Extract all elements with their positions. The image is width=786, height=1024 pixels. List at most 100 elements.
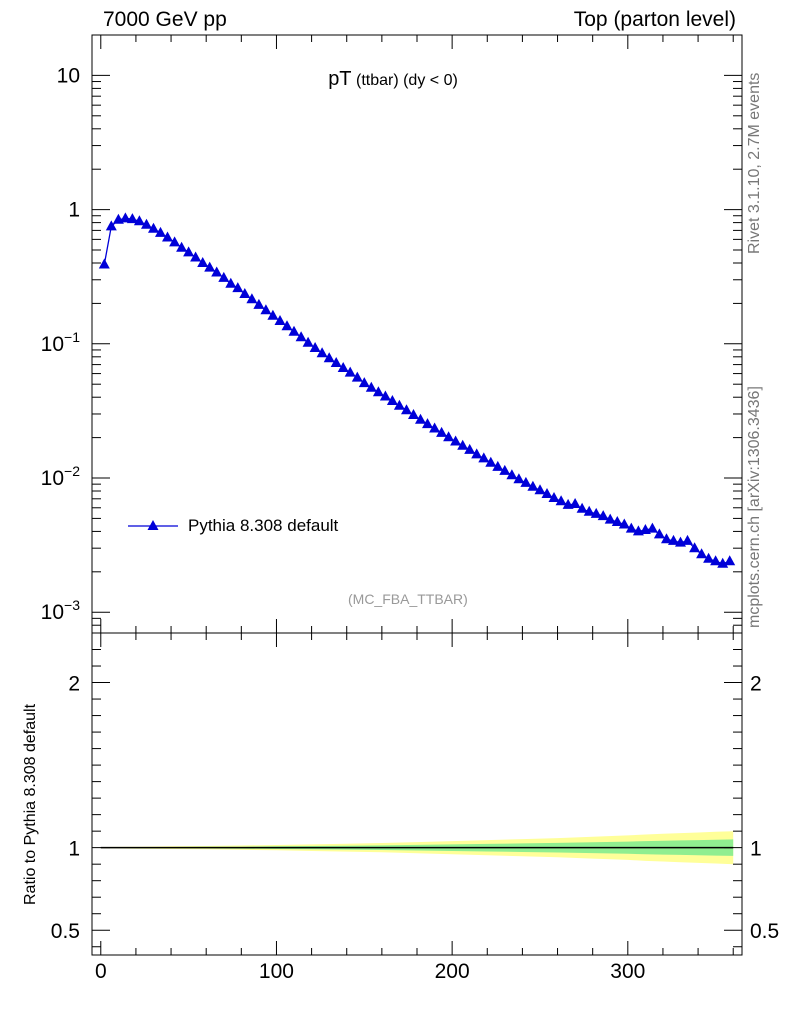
data-point [597, 510, 609, 521]
data-point [590, 507, 602, 518]
analysis-tag: (MC_FBA_TTBAR) [348, 591, 468, 607]
data-point [499, 464, 511, 475]
data-point [169, 236, 181, 247]
y-tick-label: 10−2 [41, 463, 81, 490]
legend-label: Pythia 8.308 default [188, 516, 339, 535]
data-point [625, 522, 637, 533]
data-point [309, 342, 321, 352]
data-point [471, 448, 483, 459]
data-point [337, 362, 349, 372]
data-point [126, 213, 138, 224]
data-point [246, 293, 258, 304]
data-point [232, 282, 244, 293]
data-point [450, 435, 462, 446]
data-point [204, 261, 216, 272]
ratio-y-tick-label-right: 2 [750, 673, 762, 696]
data-point [548, 492, 560, 502]
data-point [176, 241, 188, 252]
header-left: 7000 GeV pp [103, 8, 227, 31]
data-point [119, 212, 131, 223]
data-point [162, 231, 173, 242]
data-point [386, 395, 398, 405]
x-tick-label: 300 [610, 960, 645, 983]
data-point [225, 277, 237, 288]
data-point [668, 534, 679, 545]
data-point [534, 484, 546, 495]
data-point [295, 331, 307, 342]
y-tick-label: 10−1 [41, 329, 81, 356]
data-point [429, 422, 441, 433]
header-right: Top (parton level) [573, 8, 736, 31]
data-point [653, 528, 665, 539]
data-point [190, 251, 202, 262]
main-frame [91, 34, 743, 634]
data-point [183, 246, 195, 257]
plot-title: pT (ttbar) (dy < 0) [0, 68, 786, 91]
data-point [133, 215, 145, 226]
data-point [239, 288, 251, 298]
data-point [618, 518, 630, 529]
data-point [155, 226, 166, 237]
data-point [148, 222, 159, 233]
data-point [682, 534, 693, 545]
data-point [485, 456, 497, 467]
y-tick-label: 10 [57, 64, 80, 87]
data-point [323, 352, 335, 363]
x-tick-label: 200 [435, 960, 470, 983]
plot-title-main: pT [328, 68, 352, 90]
data-point [415, 413, 426, 424]
ratio-frame [91, 632, 743, 956]
data-point [379, 390, 391, 401]
ratio-y-tick-label: 2 [68, 673, 80, 696]
data-point [443, 431, 455, 442]
data-point [316, 347, 328, 358]
x-tick-label: 0 [95, 960, 107, 983]
ratio-panel: 0 100 200 300 0.5 0.5 1 1 2 2 [51, 632, 779, 983]
data-point [260, 304, 272, 315]
data-point [506, 469, 518, 480]
data-point [98, 258, 110, 269]
side-text-top: Rivet 3.1.10, 2.7M events [746, 72, 763, 254]
legend-marker [147, 520, 159, 530]
data-point [541, 488, 553, 498]
data-point [457, 439, 469, 450]
data-point [358, 377, 370, 388]
data-point [513, 473, 525, 484]
data-point [302, 336, 314, 347]
data-point [422, 418, 433, 429]
data-point [351, 371, 363, 382]
data-point [583, 505, 595, 516]
data-point [464, 443, 476, 454]
data-point [520, 476, 532, 487]
data-point [365, 381, 377, 392]
y-tick-label: 10−3 [41, 597, 81, 624]
data-point [281, 320, 293, 331]
data-point [527, 480, 539, 491]
data-point [724, 555, 736, 566]
data-point [689, 542, 701, 553]
data-point [401, 404, 412, 415]
data-point [604, 513, 616, 524]
data-point [211, 266, 223, 277]
data-point [646, 522, 658, 533]
data-point [436, 426, 448, 437]
y-tick-label: 1 [68, 199, 80, 222]
data-point [492, 460, 504, 471]
data-point [478, 452, 490, 463]
data-point [661, 533, 672, 544]
plot-title-sub: (ttbar) (dy < 0) [355, 72, 458, 89]
data-point [576, 502, 588, 513]
data-point [253, 298, 265, 309]
data-point [218, 271, 230, 282]
data-point [696, 548, 708, 559]
data-point [710, 555, 722, 566]
main-panel: 10−3 10−2 10−1 1 10 [41, 34, 743, 634]
ratio-y-axis-label: Ratio to Pythia 8.308 default [22, 703, 39, 905]
data-point [267, 309, 279, 320]
data-point [372, 386, 384, 397]
ratio-y-tick-label-right: 0.5 [750, 920, 779, 943]
side-text-bottom: mcplots.cern.ch [arXiv:1306.3436] [746, 386, 763, 628]
ratio-y-tick-label: 0.5 [51, 920, 80, 943]
data-point [344, 366, 356, 377]
